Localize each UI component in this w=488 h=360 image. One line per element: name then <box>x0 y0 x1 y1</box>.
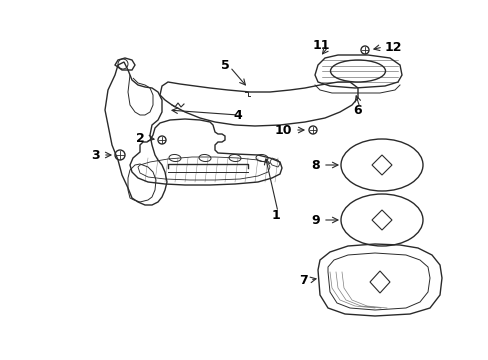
Text: 3: 3 <box>91 149 100 162</box>
Text: 10: 10 <box>274 123 291 136</box>
Text: 6: 6 <box>353 104 361 117</box>
Text: 4: 4 <box>233 108 242 122</box>
Text: 2: 2 <box>136 131 145 144</box>
Text: 5: 5 <box>221 59 229 72</box>
Text: 9: 9 <box>311 213 319 226</box>
Text: 11: 11 <box>312 39 329 51</box>
Text: 12: 12 <box>384 41 402 54</box>
Text: 8: 8 <box>311 158 319 171</box>
Text: 1: 1 <box>271 208 280 221</box>
Text: 7: 7 <box>299 274 307 287</box>
